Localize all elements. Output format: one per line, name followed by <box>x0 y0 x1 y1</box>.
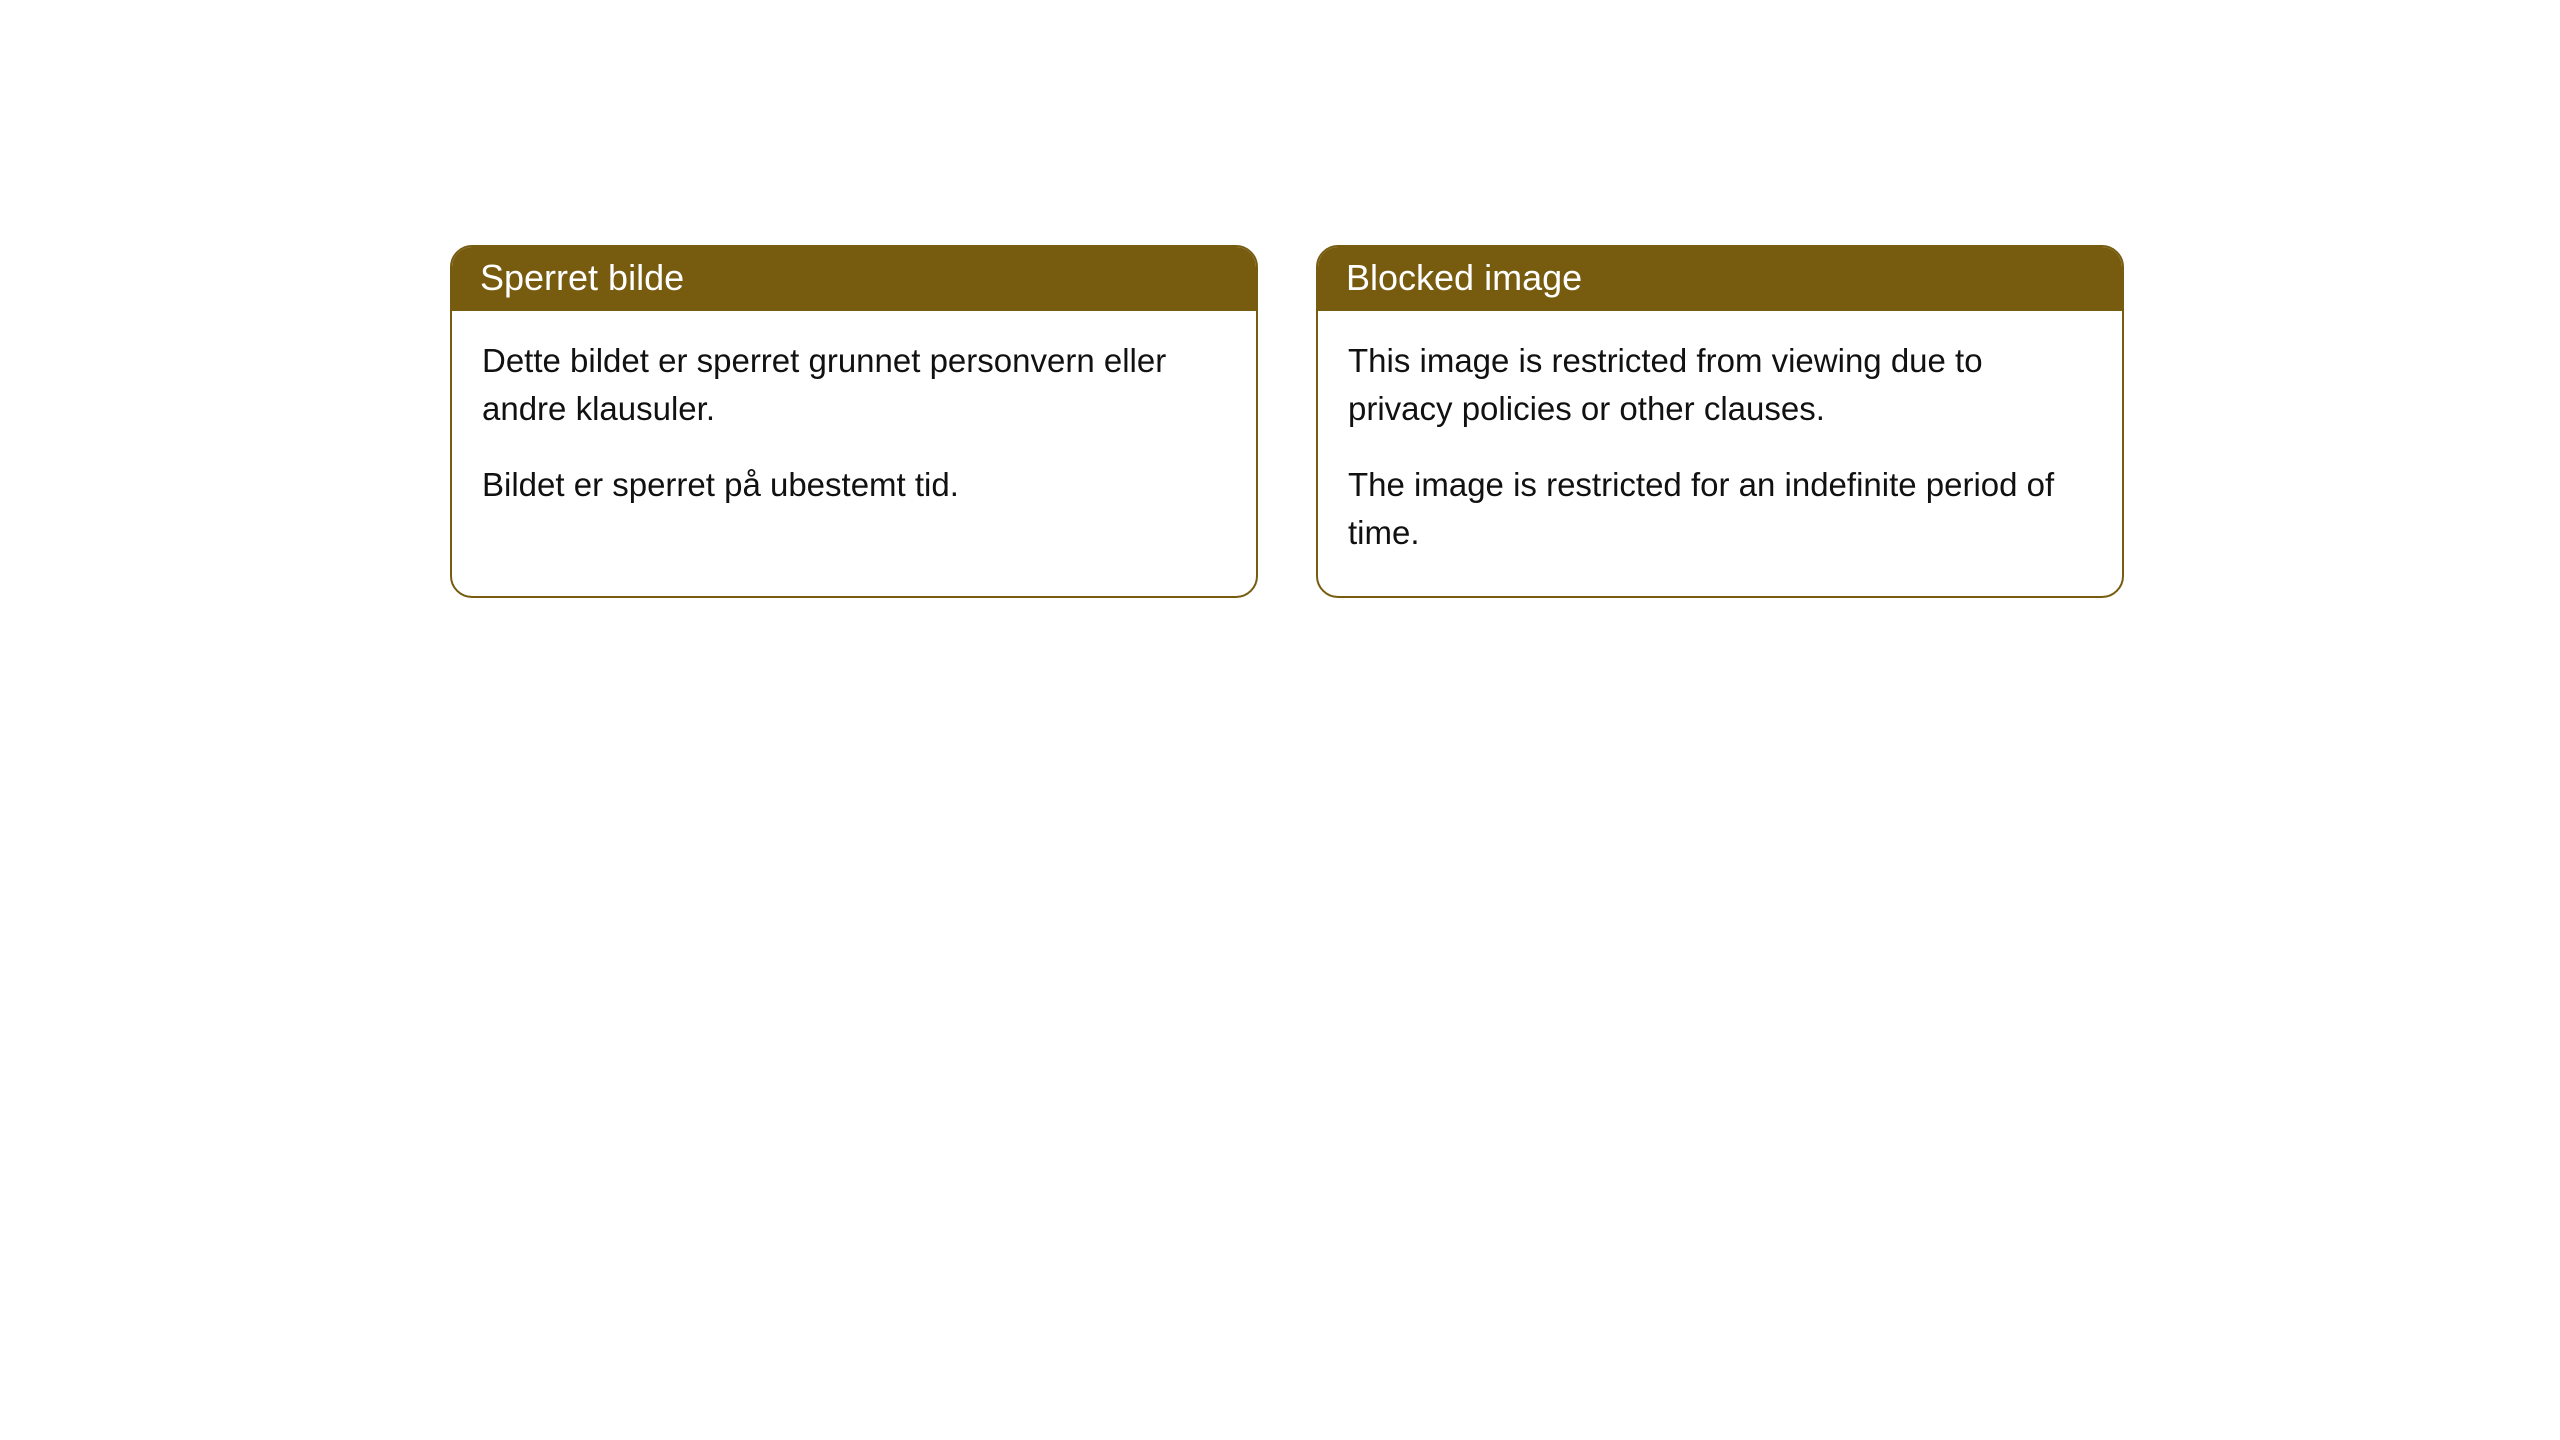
card-body-norwegian: Dette bildet er sperret grunnet personve… <box>452 311 1256 549</box>
card-paragraph: The image is restricted for an indefinit… <box>1348 461 2092 557</box>
notice-cards-container: Sperret bilde Dette bildet er sperret gr… <box>450 245 2124 598</box>
card-title: Blocked image <box>1346 257 1582 298</box>
blocked-image-card-norwegian: Sperret bilde Dette bildet er sperret gr… <box>450 245 1258 598</box>
card-paragraph: This image is restricted from viewing du… <box>1348 337 2092 433</box>
card-header-norwegian: Sperret bilde <box>452 247 1256 311</box>
card-body-english: This image is restricted from viewing du… <box>1318 311 2122 596</box>
card-paragraph: Dette bildet er sperret grunnet personve… <box>482 337 1226 433</box>
card-paragraph: Bildet er sperret på ubestemt tid. <box>482 461 1226 509</box>
card-header-english: Blocked image <box>1318 247 2122 311</box>
blocked-image-card-english: Blocked image This image is restricted f… <box>1316 245 2124 598</box>
card-title: Sperret bilde <box>480 257 684 298</box>
